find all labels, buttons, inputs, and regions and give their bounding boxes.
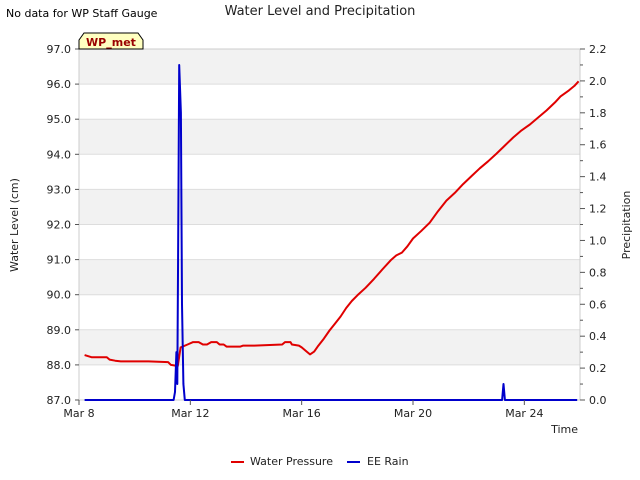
y-tick-label-right: 0.6	[589, 298, 607, 311]
axes-layer: 87.0 88.0 89.0 90.0 91.0 92.0 93.0 94.0 95.0 96.0…	[47, 43, 607, 420]
y-tick-label-left: 90.0	[47, 289, 72, 302]
x-tick-label: Mar 24	[505, 407, 543, 420]
grid-band	[79, 259, 580, 295]
y-axis-label-right: Precipitation	[620, 191, 633, 260]
grid-band	[79, 329, 580, 365]
y-tick-label-right: 1.8	[589, 107, 607, 120]
legend-label-water-pressure: Water Pressure	[250, 455, 333, 468]
series-line-water-pressure	[84, 80, 580, 367]
badge-shape	[78, 32, 144, 50]
y-tick-label-left: 93.0	[47, 183, 72, 196]
y-axis-label-left: Water Level (cm)	[8, 178, 21, 272]
grid-band	[79, 119, 580, 155]
x-tick-label: Mar 16	[283, 407, 321, 420]
legend-label-ee-rain: EE Rain	[367, 455, 409, 468]
no-data-note: No data for WP Staff Gauge	[6, 7, 158, 20]
y-tick-label-right: 0.0	[589, 394, 607, 407]
y-tick-label-right: 1.4	[589, 171, 607, 184]
y-tick-label-right: 1.0	[589, 234, 607, 247]
y-tick-label-left: 88.0	[47, 359, 72, 372]
x-axis-label: Time	[550, 423, 578, 436]
legend: Water Pressure EE Rain	[231, 455, 409, 468]
y-tick-label-left: 89.0	[47, 324, 72, 337]
y-tick-label-right: 2.2	[589, 43, 607, 56]
y-tick-label-left: 87.0	[47, 394, 72, 407]
chart-title: Water Level and Precipitation	[225, 4, 416, 19]
station-badge: WP_met	[78, 32, 144, 50]
x-tick-label: Mar 12	[171, 407, 209, 420]
y-tick-label-right: 0.8	[589, 266, 607, 279]
y-tick-label-left: 94.0	[47, 148, 72, 161]
badge-label: WP_met	[86, 36, 136, 49]
plot-bands	[79, 49, 580, 365]
x-tick-label: Mar 8	[63, 407, 94, 420]
y-tick-label-right: 0.2	[589, 362, 607, 375]
y-tick-label-right: 2.0	[589, 75, 607, 88]
y-tick-label-left: 91.0	[47, 254, 72, 267]
y-tick-label-right: 1.2	[589, 203, 607, 216]
series-layer	[84, 64, 580, 401]
y-tick-label-right: 0.4	[589, 330, 607, 343]
grid-band	[79, 49, 580, 85]
y-tick-label-left: 92.0	[47, 219, 72, 232]
series-line-ee-rain	[84, 64, 578, 401]
y-tick-label-left: 96.0	[47, 78, 72, 91]
y-tick-label-left: 95.0	[47, 113, 72, 126]
y-tick-label-right: 1.6	[589, 139, 607, 152]
y-tick-label-left: 97.0	[47, 43, 72, 56]
x-tick-label: Mar 20	[394, 407, 432, 420]
grid-band	[79, 189, 580, 225]
